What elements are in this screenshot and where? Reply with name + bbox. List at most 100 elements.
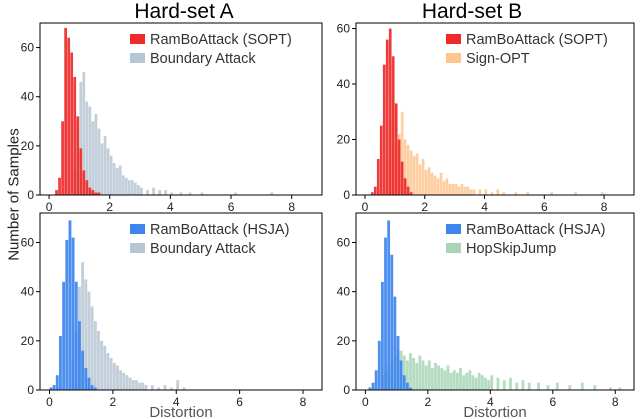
bar <box>465 372 469 390</box>
bar <box>442 181 446 195</box>
bar <box>61 121 64 195</box>
legend-label: RamBoAttack (SOPT) <box>150 32 292 48</box>
bar <box>64 27 67 195</box>
bar <box>490 375 494 390</box>
bar <box>609 387 612 390</box>
bar <box>88 187 92 195</box>
x-tick-label: 8 <box>601 200 608 214</box>
bar <box>103 136 107 195</box>
x-tick-label: 2 <box>424 395 431 409</box>
bar <box>100 143 104 195</box>
bar <box>555 382 559 391</box>
x-tick-label: 0 <box>362 200 369 214</box>
bar <box>574 192 577 195</box>
bar <box>484 189 488 195</box>
bar <box>440 367 444 391</box>
y-tick-label: 0 <box>343 383 350 397</box>
panel-top-left: 0 2 4 6 8 0 20 40 60 RamBoAttack (SOPT) Boundary A… <box>21 22 323 214</box>
bar <box>409 150 413 195</box>
series-boundary-attack <box>71 262 186 391</box>
bar <box>439 172 443 195</box>
bar <box>82 72 86 195</box>
bar <box>443 370 447 390</box>
bar <box>93 387 97 390</box>
bar <box>452 370 456 390</box>
series-boundary-attack <box>73 72 274 195</box>
bar <box>71 237 75 390</box>
bar <box>377 340 381 390</box>
bar <box>421 158 425 195</box>
y-tick-label: 40 <box>337 285 351 299</box>
y-tick-label: 60 <box>21 236 35 250</box>
bar <box>421 360 425 390</box>
bar <box>121 175 125 195</box>
bar <box>68 220 72 391</box>
bar <box>427 360 431 390</box>
series-ramboattack-sopt <box>55 27 101 195</box>
bar <box>78 321 81 390</box>
bar <box>182 387 186 390</box>
bar <box>397 139 401 195</box>
plot-frame <box>39 212 323 391</box>
bar <box>103 345 107 390</box>
bar <box>399 360 403 390</box>
bar <box>427 167 431 195</box>
y-tick-label: 20 <box>21 334 35 348</box>
bar <box>402 355 406 390</box>
bar <box>396 335 400 390</box>
bar <box>390 254 394 390</box>
bar <box>84 279 88 391</box>
bar <box>76 116 80 195</box>
legend-swatch <box>130 224 145 234</box>
bar <box>418 164 422 195</box>
bar <box>179 192 183 195</box>
bar <box>415 153 419 195</box>
bar <box>474 377 478 390</box>
bar <box>376 158 380 195</box>
bar <box>152 187 155 195</box>
bar <box>472 189 476 195</box>
bar <box>388 28 392 195</box>
bar <box>106 148 110 195</box>
bar <box>515 382 519 391</box>
bar <box>81 262 85 390</box>
bar <box>81 350 85 390</box>
x-tick-label: 8 <box>300 395 307 409</box>
bar <box>446 365 450 390</box>
bar <box>448 183 452 195</box>
legend-label: Sign-OPT <box>466 51 530 67</box>
bar <box>449 372 453 390</box>
bar <box>466 186 470 195</box>
x-tick-label: 2 <box>421 200 428 214</box>
bar <box>380 281 384 390</box>
bar <box>468 370 472 390</box>
bar <box>374 370 378 390</box>
bar <box>146 190 149 195</box>
bar <box>163 385 167 390</box>
bar <box>373 186 377 195</box>
y-tick-label: 40 <box>21 285 35 299</box>
bar <box>490 192 494 195</box>
bar <box>135 380 138 390</box>
bar <box>200 192 204 195</box>
bar <box>463 186 467 195</box>
bar <box>79 81 83 195</box>
bar <box>409 387 412 390</box>
bar <box>140 187 143 195</box>
legend-label: RamBoAttack (HSJA) <box>150 222 289 238</box>
legend-label: HopSkipJump <box>466 241 556 257</box>
bar <box>537 382 540 391</box>
bar <box>382 64 386 195</box>
bar <box>91 190 95 195</box>
plot-frame <box>39 22 323 196</box>
bar <box>137 185 140 195</box>
bar <box>484 377 487 390</box>
legend-label: Boundary Attack <box>150 241 256 257</box>
legend-label: RamBoAttack (SOPT) <box>466 32 608 48</box>
bar <box>49 387 53 390</box>
bar <box>391 56 395 195</box>
x-tick-label: 2 <box>110 395 117 409</box>
legend-label: RamBoAttack (HSJA) <box>466 222 605 238</box>
bar <box>112 362 116 390</box>
bar <box>109 155 113 195</box>
